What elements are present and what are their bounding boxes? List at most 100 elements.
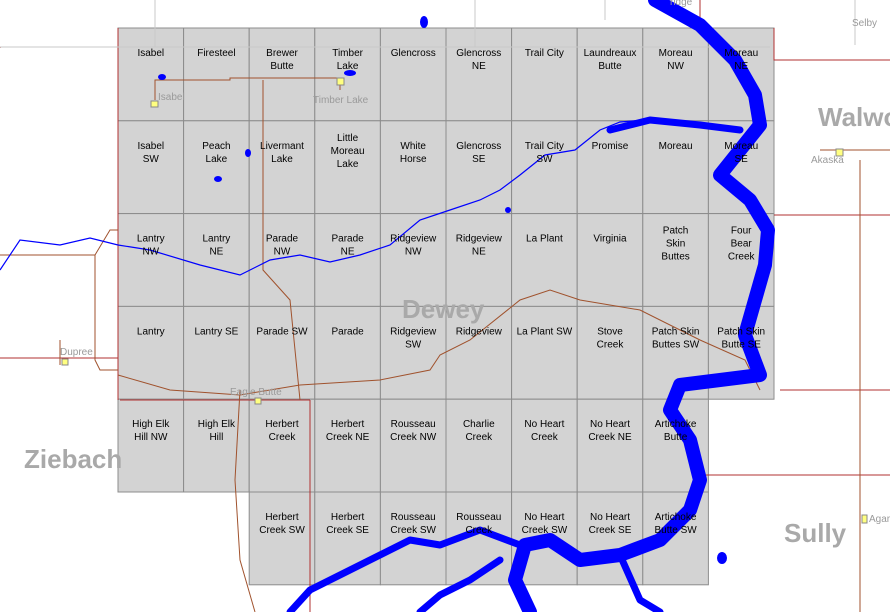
quadrangle-label-line: Lake xyxy=(337,61,359,72)
quadrangle-label: Moreau NE xyxy=(724,48,758,72)
town-label: Isabel xyxy=(158,92,185,103)
quadrangle-label-line: Butte xyxy=(664,432,688,443)
quadrangle-label-line: Rousseau xyxy=(391,419,436,430)
quadrangle-label-line: Creek NE xyxy=(588,432,632,443)
quadrangle-label-line: Timber xyxy=(332,48,363,59)
lake xyxy=(214,176,222,182)
quadrangle-label: Glencross xyxy=(391,48,436,59)
town-marker xyxy=(254,397,262,405)
quadrangle-label-line: Virginia xyxy=(593,234,627,245)
quadrangle xyxy=(576,120,644,215)
quadrangle-label-line: SW xyxy=(405,339,422,350)
quadrangle-label: Rousseau Creek NW xyxy=(390,419,437,443)
quadrangle-label-line: Creek xyxy=(728,252,756,263)
quadrangle-label-line: Hill NW xyxy=(134,432,168,443)
quadrangle-label-line: Creek SE xyxy=(589,525,632,536)
quadrangle-label-line: Lantry xyxy=(137,234,165,245)
quadrangle-label-line: NE xyxy=(209,247,223,258)
quadrangle-label: No Heart Creek SE xyxy=(589,512,632,536)
quadrangle-label-line: High Elk xyxy=(132,419,170,430)
quadrangle-label: La Plant SW xyxy=(517,326,573,337)
quadrangle xyxy=(248,305,316,400)
quadrangle-label: Rousseau Creek SW xyxy=(390,512,436,536)
quadrangle-label-line: Creek SW xyxy=(522,525,568,536)
quadrangle-label-line: Livermant xyxy=(260,141,304,152)
quadrangle-label-line: Glencross xyxy=(456,48,501,59)
quadrangle-label-line: Lantry xyxy=(203,234,231,245)
quadrangle-label-line: Ridgeview xyxy=(456,326,503,337)
quadrangle-label: La Plant xyxy=(526,234,563,245)
quadrangle xyxy=(314,213,381,307)
quadrangle-label-line: SW xyxy=(536,154,553,165)
quadrangle xyxy=(248,213,316,307)
quadrangle-label-line: No Heart xyxy=(524,512,564,523)
quadrangle xyxy=(576,491,644,586)
quadrangle-label: Ridgeview NW xyxy=(390,234,437,258)
town-label: Akaska xyxy=(811,155,844,166)
lakes xyxy=(158,16,727,564)
quadrangle-label: Isabel SW xyxy=(137,141,164,165)
quadrangle-label-line: Stove xyxy=(597,326,623,337)
quadrangle-label-line: La Plant SW xyxy=(517,326,573,337)
quadrangle-label-line: Creek xyxy=(465,432,493,443)
quadrangle xyxy=(183,120,250,215)
quadrangle-label-line: Charlie xyxy=(463,419,495,430)
quadrangle-label: Lantry NW xyxy=(137,234,165,258)
quadrangle-label-line: Patch xyxy=(663,226,689,237)
quadrangle xyxy=(642,120,709,215)
quadrangle xyxy=(379,213,447,307)
quadrangle-label-line: Ridgeview xyxy=(456,234,503,245)
quadrangle-label-line: Buttes xyxy=(661,252,689,263)
town-label: Selby xyxy=(852,18,877,29)
quadrangle-label: Laundreaux Butte xyxy=(584,48,637,72)
quadrangle-label-line: Patch Skin xyxy=(652,326,700,337)
town-markers xyxy=(61,77,868,524)
quadrangle-label-line: Glencross xyxy=(456,141,501,152)
town-marker xyxy=(150,100,159,108)
quadrangle-label-line: Creek SW xyxy=(390,525,436,536)
town-label: Dupree xyxy=(60,347,93,358)
quadrangle-label-line: Butte SE xyxy=(721,339,761,350)
lake xyxy=(420,16,428,28)
quadrangle-label-line: Brewer xyxy=(266,48,298,59)
quadrangle-label: Lantry NE xyxy=(203,234,231,258)
quadrangle-label: Brewer Butte xyxy=(266,48,298,72)
quadrangle-label: Ridgeview NE xyxy=(456,234,503,258)
quadrangle-label-line: Rousseau xyxy=(391,512,436,523)
town-marker xyxy=(61,358,69,366)
quadrangle-label-line: Creek SW xyxy=(259,525,305,536)
quadrangle-label: Parade NW xyxy=(266,234,299,258)
section-line xyxy=(0,0,856,48)
quadrangle xyxy=(248,120,316,215)
quadrangle-label-line: Horse xyxy=(400,154,427,165)
quadrangle-label-line: NE xyxy=(472,61,486,72)
quadrangle xyxy=(511,398,578,493)
quadrangle xyxy=(642,27,709,122)
quadrangle-label-line: Creek SE xyxy=(326,525,369,536)
quadrangle xyxy=(379,27,447,122)
quadrangle-label: Herbert Creek SW xyxy=(259,512,305,536)
quadrangle xyxy=(117,398,185,493)
quadrangle-label: Herbert Creek SE xyxy=(326,512,369,536)
quadrangle-label-line: Ridgeview xyxy=(390,326,437,337)
quadrangle-label: Peach Lake xyxy=(202,141,230,165)
quadrangle-label: Parade SW xyxy=(256,326,308,337)
county-label: Ziebach xyxy=(24,444,122,474)
quadrangle-label-line: Patch Skin xyxy=(717,326,765,337)
quadrangle-label-line: NW xyxy=(405,247,422,258)
quadrangle-label-line: Trail City xyxy=(525,141,564,152)
quadrangle xyxy=(379,491,447,586)
quadrangle-label-line: Butte xyxy=(270,61,294,72)
quadrangle xyxy=(379,120,447,215)
quadrangle xyxy=(183,213,250,307)
quadrangle-label-line: Artichoke xyxy=(655,512,697,523)
quadrangle-label-line: NW xyxy=(142,247,159,258)
quadrangle-label: No Heart Creek xyxy=(524,419,564,443)
quadrangle xyxy=(314,305,381,400)
quadrangle-label-line: NW xyxy=(667,61,684,72)
quadrangle-label-line: Butte xyxy=(598,61,622,72)
quadrangle-label-line: Skin xyxy=(666,239,685,250)
quadrangle xyxy=(511,305,578,400)
quadrangle-label-line: Herbert xyxy=(265,512,299,523)
